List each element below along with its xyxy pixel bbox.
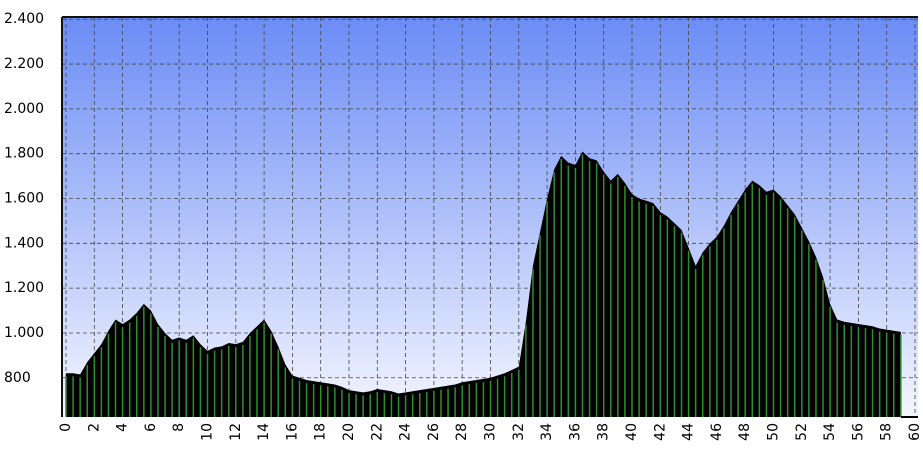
x-tick-label: 48 <box>737 423 753 441</box>
x-tick-label: 8 <box>171 423 187 432</box>
x-tick-label: 52 <box>794 423 810 441</box>
x-tick-label: 58 <box>879 423 895 441</box>
x-tick-label: 6 <box>143 423 159 432</box>
x-tick-label: 20 <box>341 423 357 441</box>
x-tick-label: 4 <box>115 423 131 432</box>
x-tick-label: 32 <box>511 423 527 441</box>
y-tick-label: 1.400 <box>4 235 44 251</box>
x-tick-label: 14 <box>256 423 272 441</box>
x-tick-label: 54 <box>822 423 838 441</box>
y-tick-label: 800 <box>4 370 31 386</box>
x-tick-label: 26 <box>426 423 442 441</box>
area <box>66 151 901 417</box>
x-tick-label: 2 <box>86 423 102 432</box>
labels: 800 1.000 1.200 1.400 1.600 1.800 2.000 2.200 2.… <box>4 11 923 441</box>
x-tick-label: 44 <box>681 423 697 441</box>
x-tick-label: 40 <box>624 423 640 441</box>
x-tick-label: 12 <box>228 423 244 441</box>
y-tick-label: 1.800 <box>4 146 44 162</box>
x-tick-label: 36 <box>567 423 583 441</box>
x-tick-label: 56 <box>850 423 866 441</box>
y-tick-label: 1.600 <box>4 191 44 207</box>
y-tick-label: 2.200 <box>4 56 44 72</box>
x-tick-label: 24 <box>398 423 414 441</box>
y-tick-label: 2.000 <box>4 101 44 117</box>
x-tick-label: 60 <box>907 423 923 441</box>
y-tick-label: 2.400 <box>4 11 44 27</box>
x-tick-label: 22 <box>369 423 385 441</box>
x-tick-label: 30 <box>483 423 499 441</box>
marks <box>65 151 918 418</box>
x-tick-label: 38 <box>596 423 612 441</box>
x-tick-label: 28 <box>454 423 470 441</box>
x-tick-label: 18 <box>313 423 329 441</box>
y-tick-label: 1.200 <box>4 280 44 296</box>
x-tick-label: 16 <box>284 423 300 441</box>
x-tick-label: 46 <box>709 423 725 441</box>
y-tick-label: 1.000 <box>4 325 44 341</box>
x-tick-label: 42 <box>652 423 668 441</box>
x-tick-label: 50 <box>766 423 782 441</box>
x-tick-label: 34 <box>539 423 555 441</box>
x-tick-label: 0 <box>58 423 74 432</box>
x-tick-label: 10 <box>200 423 216 441</box>
